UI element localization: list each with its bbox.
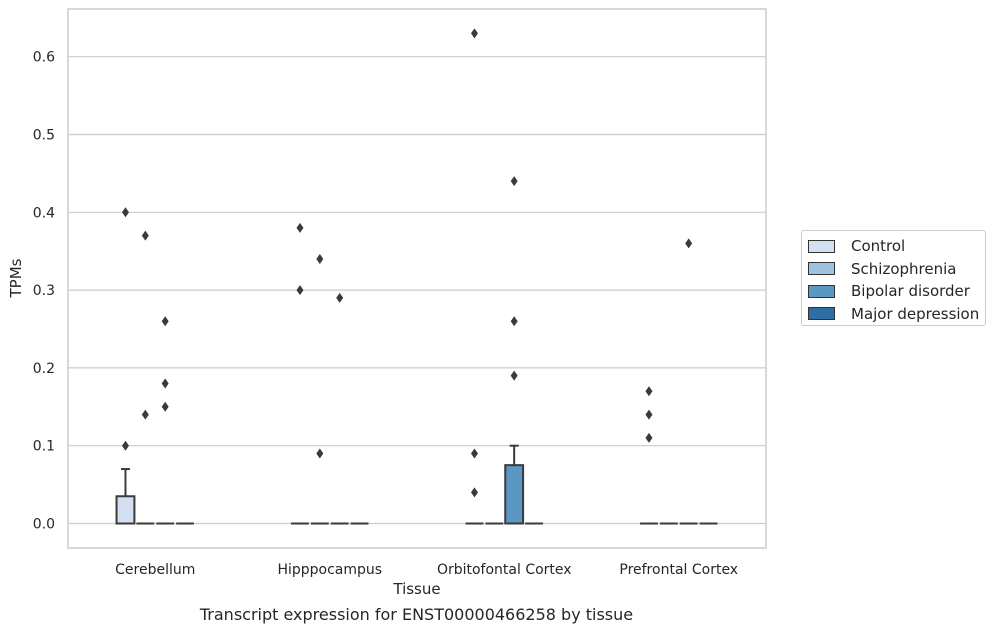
legend-label-schizophrenia: Schizophrenia	[851, 259, 957, 278]
legend-swatch-major-depression	[808, 307, 835, 321]
x-tick-label: Cerebellum	[115, 562, 195, 578]
legend-swatch-control	[808, 239, 835, 253]
y-tick-label: 0.3	[33, 283, 55, 299]
outlier-point	[316, 253, 324, 264]
outlier-point	[161, 401, 169, 412]
legend: Control Schizophrenia Bipolar disorder M…	[801, 230, 986, 326]
box-body	[115, 495, 136, 525]
outlier-point	[296, 285, 304, 296]
outlier-point	[645, 386, 653, 397]
legend-swatch-bipolar-disorder	[808, 284, 835, 298]
outlier-points	[121, 28, 693, 498]
outlier-point	[510, 176, 518, 187]
outlier-point	[645, 409, 653, 420]
outlier-point	[510, 370, 518, 381]
y-tick-label: 0.4	[33, 205, 55, 221]
y-tick-labels: 0.0 0.1 0.2 0.3 0.4 0.5 0.6	[33, 50, 55, 533]
y-tick-label: 0.5	[33, 128, 55, 144]
outlier-point	[296, 222, 304, 233]
legend-item-schizophrenia: Schizophrenia	[808, 258, 985, 281]
grid-lines	[68, 56, 766, 525]
legend-label-control: Control	[851, 237, 906, 256]
outlier-point	[470, 448, 478, 459]
x-tick-label: Orbitofontal Cortex	[437, 562, 572, 578]
legend-label-bipolar-disorder: Bipolar disorder	[851, 282, 970, 301]
y-tick-label: 0.1	[33, 439, 55, 455]
y-axis-label: TPMs	[7, 258, 25, 298]
outlier-point	[141, 409, 149, 420]
y-tick-label: 0.2	[33, 361, 55, 377]
x-tick-label: Prefrontal Cortex	[619, 562, 738, 578]
outlier-point	[685, 238, 693, 249]
chart-caption: Transcript expression for ENST0000046625…	[199, 605, 634, 624]
outlier-point	[645, 432, 653, 443]
x-axis-label: Tissue	[392, 580, 440, 598]
outlier-point	[316, 448, 324, 459]
box-body	[504, 464, 525, 525]
outlier-point	[510, 316, 518, 327]
outlier-point	[470, 28, 478, 39]
x-tick-labels: Cerebellum Hipppocampus Orbitofontal Corte…	[115, 562, 738, 578]
outlier-point	[121, 207, 129, 218]
legend-item-major-depression: Major depression	[808, 303, 985, 326]
outlier-point	[161, 316, 169, 327]
legend-label-major-depression: Major depression	[851, 304, 980, 323]
y-tick-label: 0.0	[33, 517, 55, 533]
legend-item-control: Control	[808, 235, 985, 258]
legend-item-bipolar-disorder: Bipolar disorder	[808, 280, 985, 303]
box-series	[115, 444, 718, 525]
outlier-point	[470, 487, 478, 498]
box-2-2	[504, 444, 525, 525]
x-tick-label: Hipppocampus	[277, 562, 382, 578]
plot-area-frame	[67, 8, 767, 549]
legend-swatch-schizophrenia	[808, 262, 835, 276]
outlier-point	[121, 440, 129, 451]
outlier-point	[161, 378, 169, 389]
y-tick-label: 0.6	[33, 50, 55, 66]
outlier-point	[141, 230, 149, 241]
outlier-point	[336, 292, 344, 303]
box-0-0	[115, 468, 136, 525]
